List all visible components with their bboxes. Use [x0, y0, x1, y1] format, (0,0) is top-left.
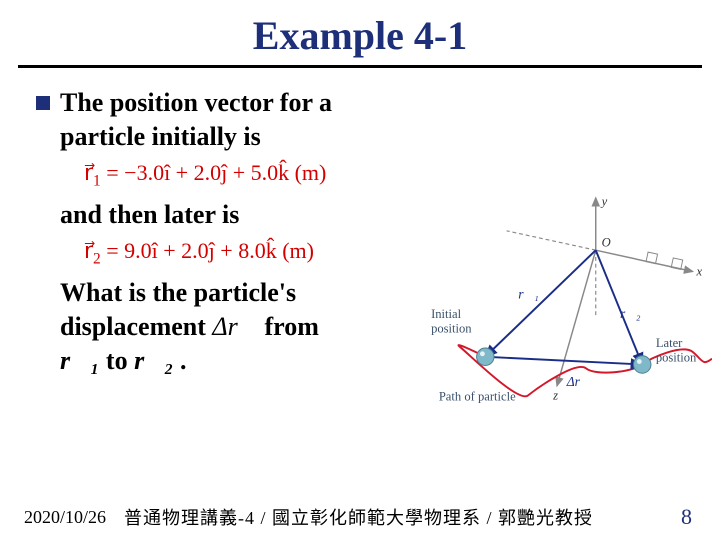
r1-symbol: r⃗₁ [60, 346, 99, 375]
svg-text:Initial: Initial [431, 307, 462, 321]
svg-text:position: position [656, 351, 697, 365]
paragraph-1: The position vector for a particle initi… [60, 86, 420, 154]
paragraph-3a: What is the particle's [60, 276, 420, 310]
content-area: The position vector for a particle initi… [0, 68, 720, 378]
r2-symbol: r⃗₂ [134, 346, 173, 375]
footer: 2020/10/26 普通物理講義-4 / 國立彰化師範大學物理系 / 郭艷光教… [0, 504, 720, 530]
equation-r2: r⃗2 = 9.0î + 2.0ĵ + 8.0k̂ (m) [84, 238, 420, 268]
svg-text:position: position [431, 322, 472, 336]
text-from: from [258, 312, 319, 341]
footer-course: 普通物理講義-4 / 國立彰化師範大學物理系 / 郭艷光教授 [124, 504, 681, 530]
svg-text:Path of particle: Path of particle [439, 389, 516, 403]
footer-page-number: 8 [681, 504, 692, 530]
text-period: . [173, 346, 186, 375]
paragraph-3b: displacement Δr⃗ from [60, 310, 420, 344]
text-displacement: displacement [60, 312, 212, 341]
equation-r1: r⃗1 = −3.0î + 2.0ĵ + 5.0k̂ (m) [84, 160, 420, 190]
svg-text:O: O [602, 235, 611, 249]
svg-text:x: x [696, 264, 703, 278]
footer-date: 2020/10/26 [24, 507, 106, 528]
svg-text:r⃗₁: r⃗₁ [518, 287, 539, 302]
svg-text:Δr⃗: Δr⃗ [566, 374, 591, 389]
bullet-icon [36, 96, 50, 110]
text-to: to [99, 346, 134, 375]
delta-r-symbol: Δr⃗ [212, 312, 258, 341]
vector-diagram: yxzOInitialpositionPath of particleLater… [402, 188, 712, 448]
svg-text:r⃗₂: r⃗₂ [620, 306, 641, 321]
svg-text:Later: Later [656, 336, 683, 350]
paragraph-4: r⃗₁ to r⃗₂ . [60, 344, 420, 378]
slide-title: Example 4-1 [18, 0, 702, 68]
paragraph-2: and then later is [60, 198, 420, 232]
svg-text:y: y [600, 195, 608, 209]
svg-text:z: z [552, 388, 558, 402]
